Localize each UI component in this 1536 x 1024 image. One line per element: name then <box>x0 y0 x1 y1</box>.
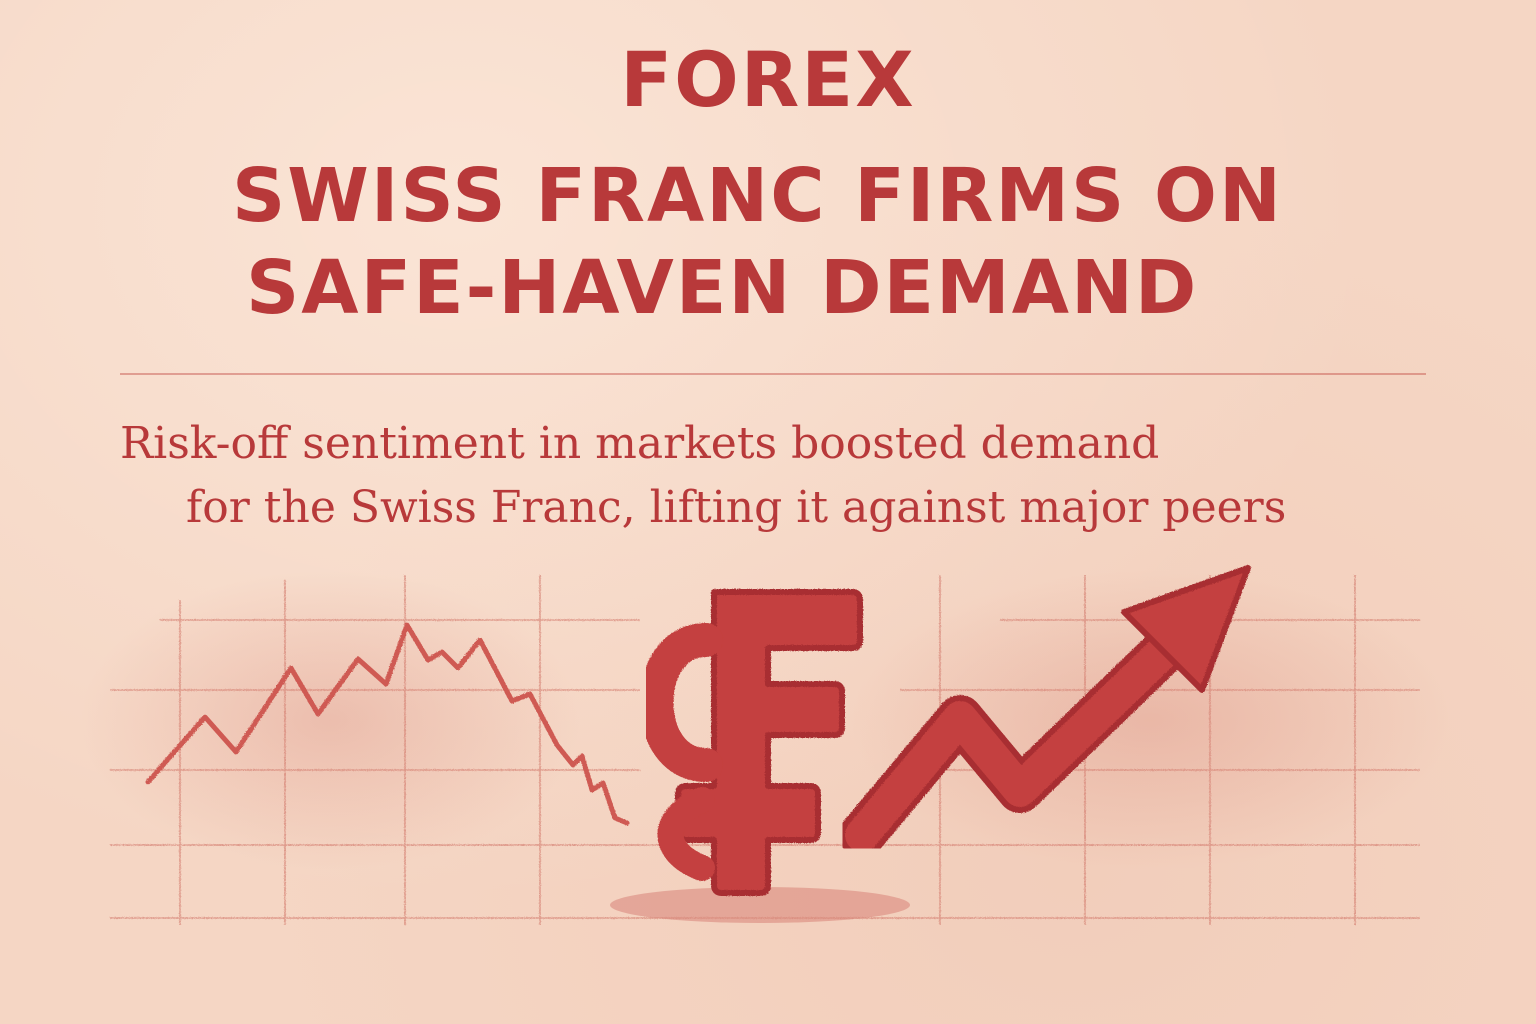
headline-line-1: SWISS FRANC FIRMS ON <box>232 153 1283 239</box>
rising-arrow-icon <box>839 565 1251 858</box>
headline-line-2: SAFE-HAVEN DEMAND <box>246 245 1199 331</box>
subheadline-line-1: Risk-off sentiment in markets boosted de… <box>120 418 1160 469</box>
falling-line-icon <box>145 622 630 826</box>
divider <box>120 373 1426 375</box>
swiss-franc-icon <box>639 589 863 896</box>
section-kicker: FOREX <box>620 35 916 124</box>
subheadline-line-2: for the Swiss Franc, lifting it against … <box>186 482 1287 533</box>
headline: SWISS FRANC FIRMS ON SAFE-HAVEN DEMAND <box>232 150 1432 334</box>
subheadline: Risk-off sentiment in markets boosted de… <box>120 412 1520 540</box>
